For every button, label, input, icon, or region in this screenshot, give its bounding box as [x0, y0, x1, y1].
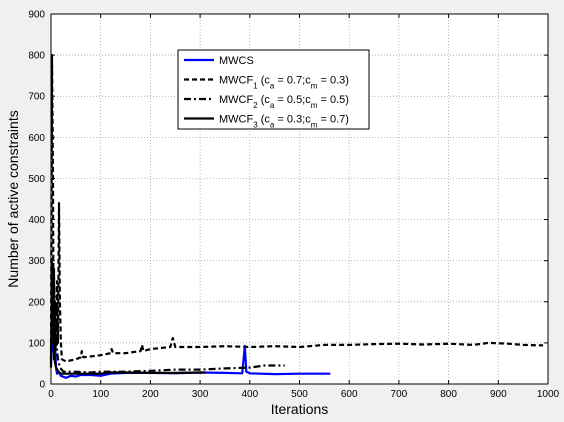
y-tick-label: 600	[28, 133, 45, 144]
legend-label-2: MWCF1 (ca = 0.7;cm = 0.3)	[219, 75, 349, 91]
x-tick-label: 900	[490, 389, 507, 400]
x-tick-label: 100	[92, 389, 109, 400]
legend-label-1: MWCS	[219, 55, 254, 67]
y-tick-label: 900	[28, 10, 45, 21]
y-tick-label: 300	[28, 256, 45, 267]
axis-ticks: 0 100 200 300 400 500 600 700 800 900 1000 0 100 200 3…	[28, 10, 559, 401]
y-tick-label: 500	[28, 174, 45, 185]
y-axis-label: Number of active constraints	[5, 110, 21, 287]
x-tick-label: 300	[192, 389, 209, 400]
x-tick-label: 800	[440, 389, 457, 400]
y-tick-label: 400	[28, 215, 45, 226]
legend-label-3: MWCF2 (ca = 0.5;cm = 0.5)	[219, 94, 349, 110]
x-tick-label: 600	[341, 389, 358, 400]
legend-label-4: MWCF3 (ca = 0.3;cm = 0.7)	[219, 114, 349, 130]
y-tick-label: 100	[28, 338, 45, 349]
series-line-4	[49, 300, 206, 375]
y-tick-label: 700	[28, 92, 45, 103]
x-tick-label: 200	[142, 389, 159, 400]
y-tick-label: 200	[28, 297, 45, 308]
x-tick-label: 0	[48, 389, 54, 400]
x-tick-label: 1000	[537, 389, 560, 400]
x-axis-label: Iterations	[271, 401, 329, 417]
legend: MWCS MWCF1 (ca = 0.7;cm = 0.3) MWCF2 (ca =…	[177, 49, 370, 130]
x-tick-label: 700	[391, 389, 408, 400]
y-tick-label: 800	[28, 51, 45, 62]
y-tick-label: 0	[39, 380, 45, 391]
legend-box	[177, 49, 370, 130]
grid	[51, 14, 548, 384]
x-tick-label: 500	[291, 389, 308, 400]
x-tick-label: 400	[241, 389, 258, 400]
